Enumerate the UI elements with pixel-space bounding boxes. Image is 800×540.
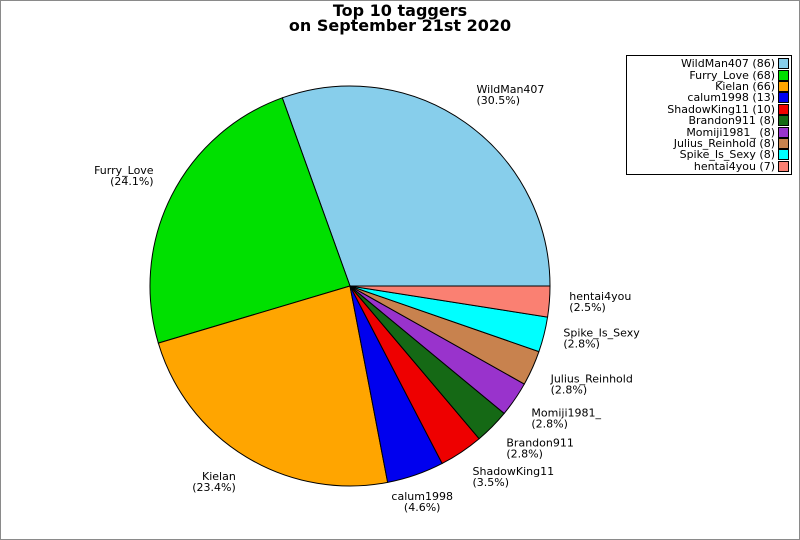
legend-item-Brandon911: Brandon911 (8): [629, 114, 789, 128]
legend: WildMan407 (86) Furry_Love (68) Kielan (66…: [626, 55, 792, 175]
legend-swatch: [778, 160, 789, 172]
pie-slice-WildMan407: [281, 85, 551, 287]
legend-item-Kielan: Kielan (66): [629, 79, 789, 93]
legend-label: WildMan407 (86): [680, 57, 775, 71]
slice-label-Spike_Is_Sexy: Spike_Is_Sexy (2.8%): [563, 326, 640, 350]
legend-item-Furry_Love: Furry_Love (68): [629, 68, 789, 82]
legend-swatch: [778, 137, 789, 149]
legend-label: hentai4you (7): [693, 159, 775, 173]
slice-label-Momiji1981_: Momiji1981_ (2.8%): [531, 407, 601, 431]
legend-label: Momiji1981_ (8): [686, 125, 775, 139]
slice-label-ShadowKing11: ShadowKing11 (3.5%): [473, 465, 555, 489]
pie-slice-hentai4you: [349, 285, 551, 318]
legend-item-ShadowKing11: ShadowKing11 (10): [629, 102, 789, 116]
slice-label-hentai4you: hentai4you (2.5%): [569, 290, 631, 314]
slice-label-Kielan: Kielan (23.4%): [192, 470, 236, 494]
slice-label-Julius_Reinhold: Julius_Reinhold (2.8%): [550, 372, 633, 396]
legend-item-Julius_Reinhold: Julius_Reinhold (8): [629, 136, 789, 150]
legend-item-Momiji1981_: Momiji1981_ (8): [629, 125, 789, 139]
legend-swatch: [778, 126, 789, 138]
slice-label-WildMan407: WildMan407 (30.5%): [477, 83, 545, 107]
slice-label-Furry_Love: Furry_Love (24.1%): [94, 164, 154, 188]
legend-item-calum1998: calum1998 (13): [629, 91, 789, 105]
legend-label: Spike_Is_Sexy (8): [679, 148, 775, 162]
legend-item-WildMan407: WildMan407 (86): [629, 57, 789, 71]
pie-slice-Kielan: [157, 285, 389, 487]
legend-swatch: [778, 58, 789, 70]
chart-title: Top 10 taggers on September 21st 2020: [1, 1, 799, 35]
legend-label: Furry_Love (68): [689, 68, 775, 82]
legend-label: calum1998 (13): [687, 91, 775, 105]
chart-title-line2: on September 21st 2020: [288, 16, 512, 35]
legend-label: Julius_Reinhold (8): [673, 136, 775, 150]
pie-slice-Furry_Love: [149, 97, 351, 344]
legend-label: ShadowKing11 (10): [667, 102, 775, 116]
legend-swatch: [778, 80, 789, 92]
slice-label-Brandon911: Brandon911 (2.8%): [506, 437, 573, 461]
legend-label: Kielan (66): [715, 79, 775, 93]
legend-swatch: [778, 149, 789, 161]
legend-item-hentai4you: hentai4you (7): [629, 159, 789, 173]
legend-swatch: [778, 92, 789, 104]
legend-swatch: [778, 103, 789, 115]
legend-swatch: [778, 115, 789, 127]
legend-swatch: [778, 69, 789, 81]
slice-label-calum1998: calum1998 (4.6%): [391, 490, 453, 514]
legend-label: Brandon911 (8): [688, 114, 775, 128]
chart-title-line1: Top 10 taggers: [332, 1, 468, 20]
legend-item-Spike_Is_Sexy: Spike_Is_Sexy (8): [629, 148, 789, 162]
